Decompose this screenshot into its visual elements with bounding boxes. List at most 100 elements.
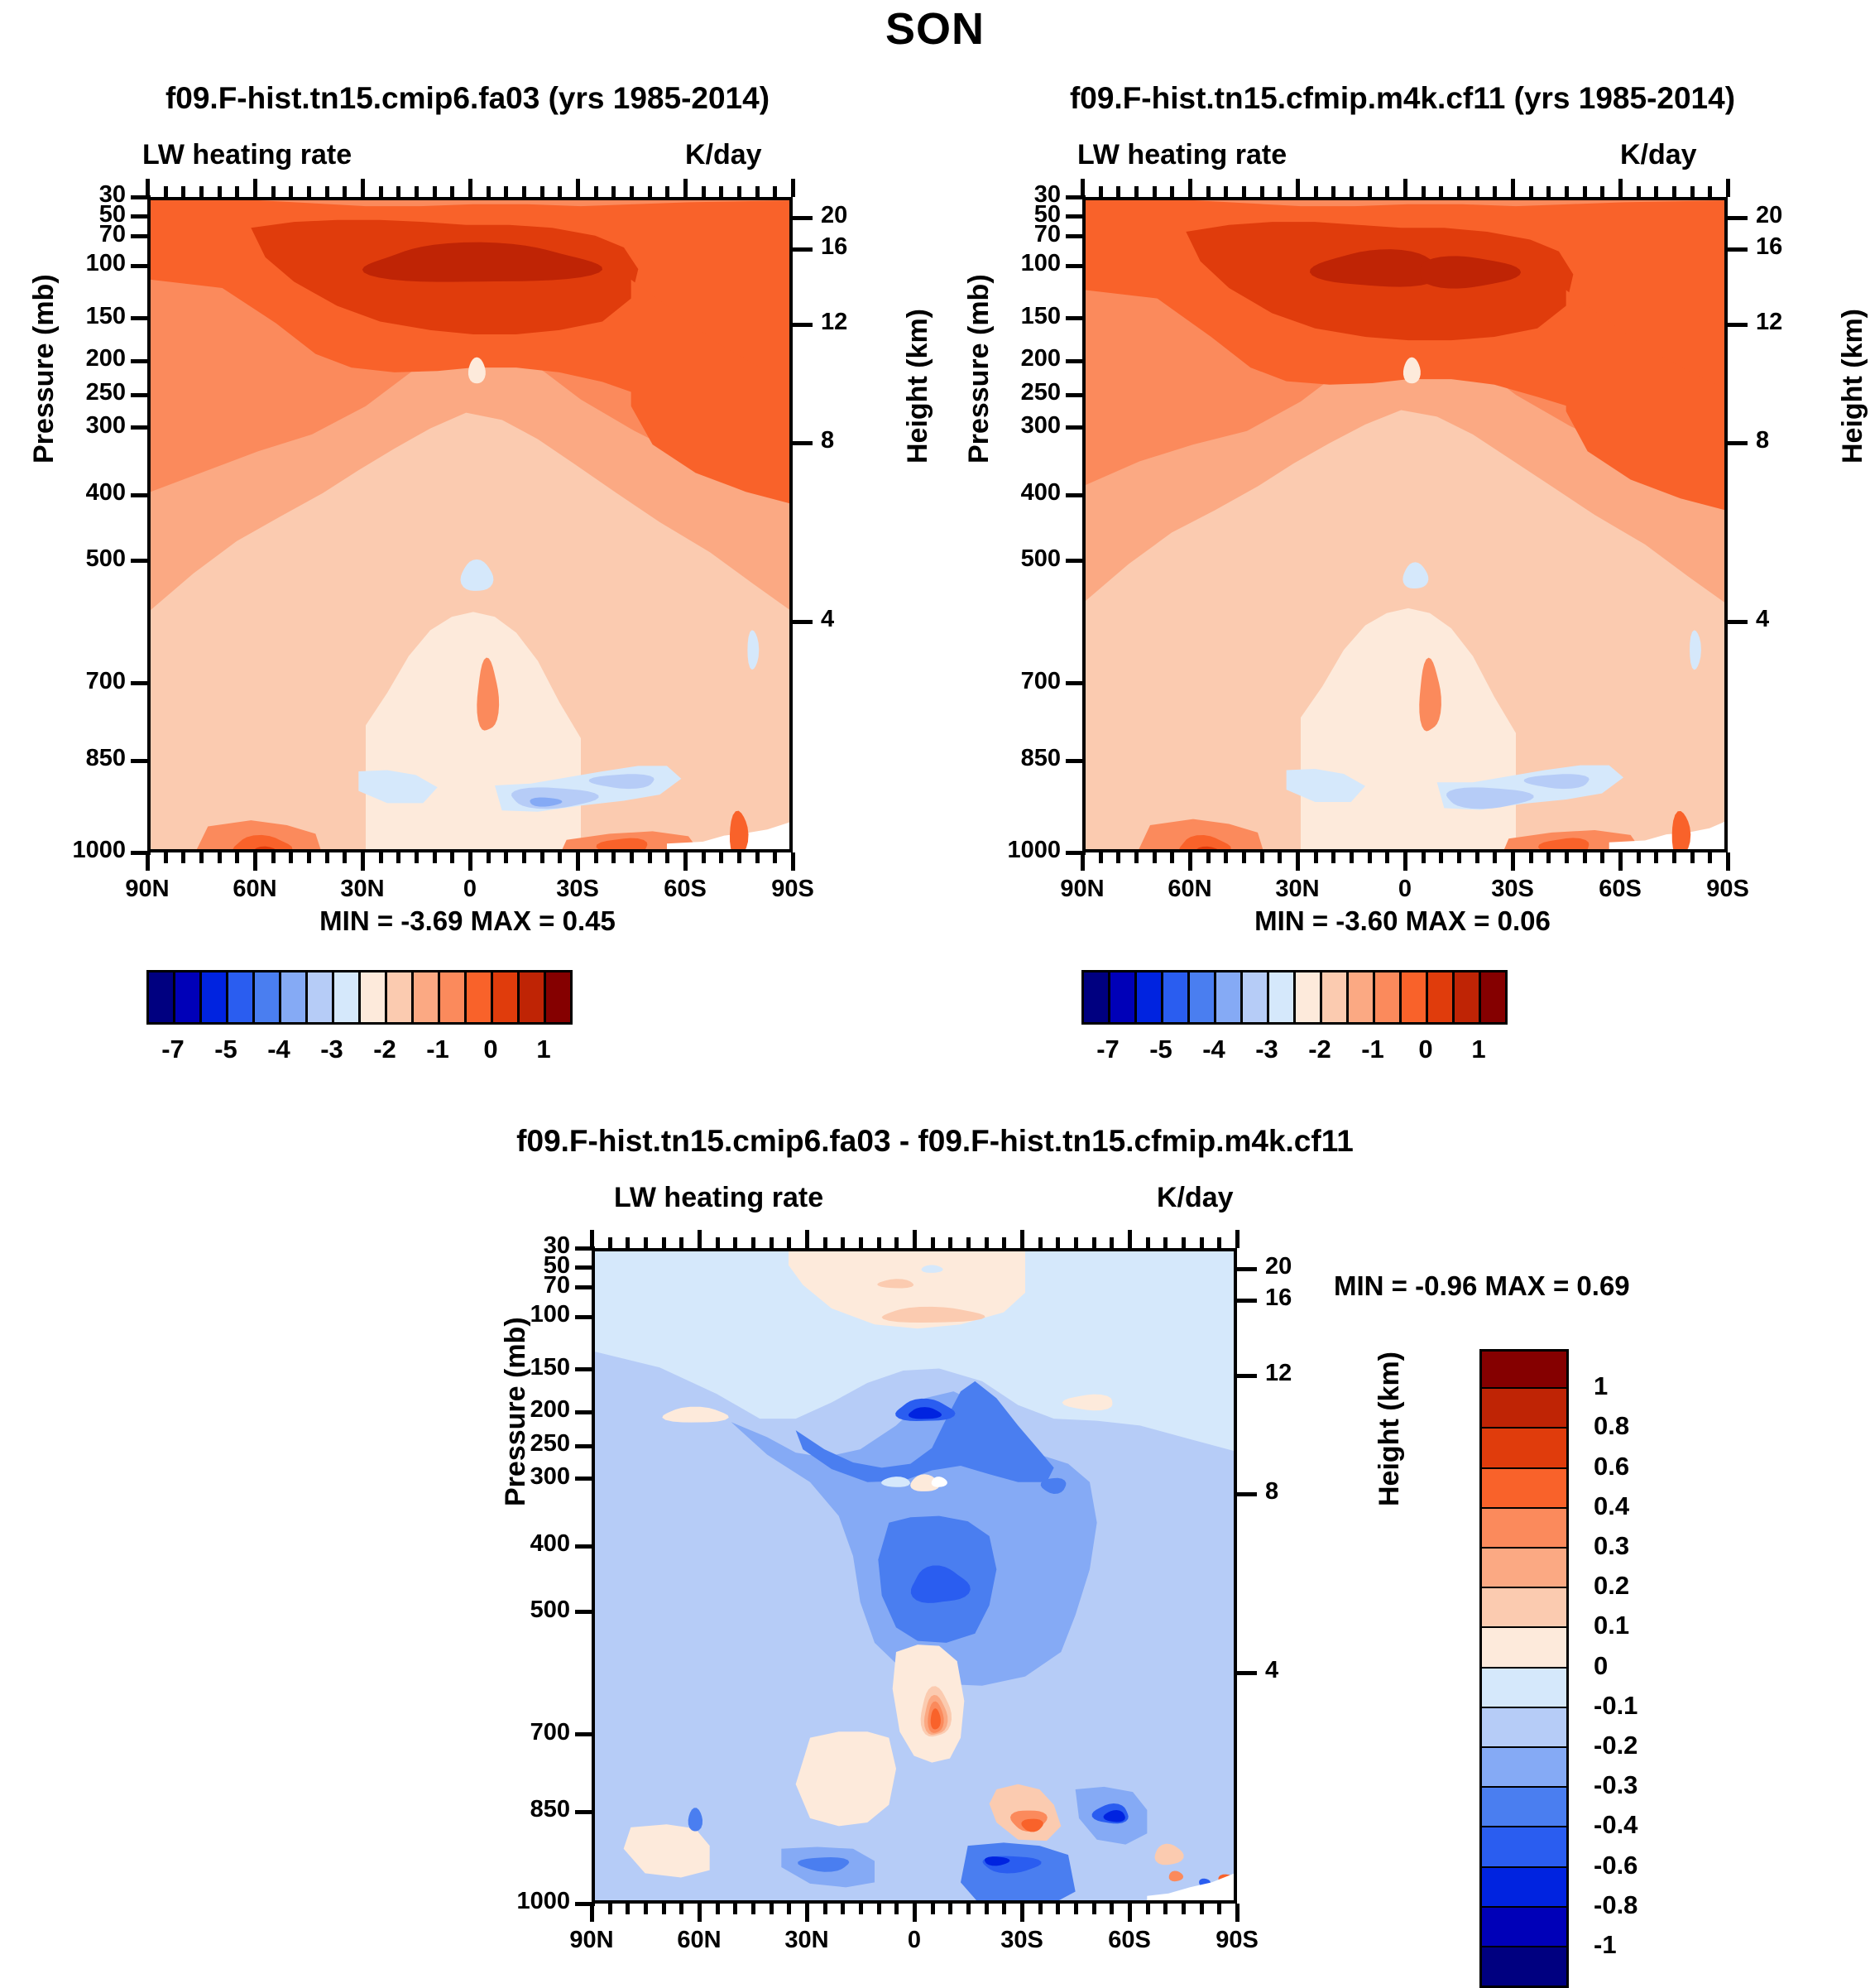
axis-minor-tick <box>307 186 311 197</box>
axis-minor-tick <box>1242 186 1246 197</box>
colorbar-cell <box>252 970 281 1025</box>
axis-minor-tick <box>1098 852 1103 863</box>
axis-minor-tick <box>343 852 348 863</box>
axis-minor-tick <box>930 1237 935 1248</box>
colorbar-cell <box>173 970 202 1025</box>
axis-minor-tick <box>769 1237 774 1248</box>
axis-minor-tick <box>1110 1904 1115 1914</box>
colorbar-tick-label: -2 <box>1308 1035 1331 1064</box>
pressure-tick <box>1066 392 1086 397</box>
axis-minor-tick <box>1672 852 1676 863</box>
pressure-tick-label: 300 <box>85 411 126 439</box>
colorbar-cell <box>1346 970 1375 1025</box>
pressure-tick-label: 850 <box>530 1796 570 1823</box>
pressure-tick <box>131 681 151 686</box>
axis-major-tick <box>683 179 688 197</box>
colorbar-cell <box>1479 1588 1569 1630</box>
pressure-tick <box>575 1285 595 1290</box>
height-tick-label: 16 <box>821 233 848 261</box>
axis-minor-tick <box>630 852 634 863</box>
colorbar-tick-label: 0 <box>1418 1035 1433 1064</box>
axis-minor-tick <box>1528 852 1533 863</box>
axis-major-tick <box>468 852 472 871</box>
axis-minor-tick <box>647 852 652 863</box>
axis-minor-tick <box>1170 186 1175 197</box>
axis-minor-tick <box>1565 186 1569 197</box>
pressure-tick-label: 150 <box>530 1353 570 1381</box>
pressure-tick <box>131 234 151 239</box>
latitude-tick-label: 60S <box>664 876 707 902</box>
diff-surface-cold-sh-deep <box>984 1856 1010 1866</box>
axis-minor-tick <box>1098 186 1103 197</box>
axis-minor-tick <box>1350 186 1354 197</box>
latitude-tick-label: 90S <box>1216 1927 1259 1953</box>
axis-minor-tick <box>450 852 455 863</box>
pressure-tick-label: 250 <box>530 1430 570 1457</box>
colorbar-cell <box>1479 1748 1569 1789</box>
pressure-tick <box>575 1367 595 1372</box>
axis-major-tick <box>361 179 365 197</box>
axis-minor-tick <box>1206 186 1211 197</box>
axis-minor-tick <box>822 1904 827 1914</box>
pressure-tick <box>1066 850 1086 855</box>
axis-minor-tick <box>1421 186 1426 197</box>
axis-minor-tick <box>558 186 563 197</box>
axis-minor-tick <box>1457 852 1461 863</box>
axis-minor-tick <box>1439 186 1444 197</box>
axis-minor-tick <box>1199 1237 1204 1248</box>
pressure-tick-label: 50 <box>98 200 126 228</box>
axis-minor-tick <box>679 1237 684 1248</box>
axis-minor-tick <box>930 1904 935 1914</box>
contour-core-dark-red-a <box>1309 249 1442 287</box>
colorbar-cell <box>438 970 467 1025</box>
axis-major-tick <box>1511 852 1515 871</box>
contour-band-south-cooling <box>631 279 789 504</box>
axis-minor-tick <box>773 186 778 197</box>
axis-minor-tick <box>1217 1237 1222 1248</box>
axis-major-tick <box>1726 179 1730 197</box>
height-tick-label: 16 <box>1265 1285 1292 1312</box>
pressure-tick-label: 70 <box>1033 220 1061 247</box>
axis-minor-tick <box>1654 852 1659 863</box>
axis-major-tick <box>791 852 795 871</box>
axis-major-tick <box>1296 852 1300 871</box>
axis-minor-tick <box>626 1904 631 1914</box>
colorbar-cell <box>305 970 334 1025</box>
axis-minor-tick <box>1163 1237 1168 1248</box>
height-tick <box>791 440 813 445</box>
axis-major-tick <box>253 179 257 197</box>
panel-diff-var-label: LW heating rate <box>614 1182 824 1213</box>
axis-minor-tick <box>1636 852 1641 863</box>
pressure-tick <box>1066 316 1086 321</box>
pressure-tick-label: 100 <box>530 1301 570 1328</box>
axis-minor-tick <box>1278 186 1283 197</box>
axis-minor-tick <box>378 186 383 197</box>
latitude-tick-label: 0 <box>1398 876 1412 902</box>
axis-minor-tick <box>665 186 670 197</box>
height-tick <box>1235 1491 1257 1496</box>
axis-minor-tick <box>715 1237 720 1248</box>
pressure-tick <box>1066 492 1086 497</box>
colorbar-tick-label: -0.6 <box>1594 1850 1638 1880</box>
contour-core-low-blue <box>1446 787 1534 809</box>
pressure-tick-label: 150 <box>85 302 126 329</box>
axis-minor-tick <box>1493 186 1498 197</box>
axis-minor-tick <box>1385 186 1390 197</box>
panel-right-plot <box>1082 197 1728 852</box>
latitude-tick-label: 30S <box>1491 876 1534 902</box>
pressure-tick <box>575 1809 595 1814</box>
panel-left-contours <box>151 200 789 849</box>
colorbar-cell <box>1134 970 1163 1025</box>
colorbar-tick-label: 0.8 <box>1594 1411 1630 1441</box>
axis-minor-tick <box>737 186 741 197</box>
colorbar-cell <box>1187 970 1216 1025</box>
panel-diff-title: f09.F-hist.tn15.cmip6.fa03 - f09.F-hist.… <box>516 1124 1354 1158</box>
height-tick <box>1726 619 1748 624</box>
axis-major-tick <box>1403 179 1407 197</box>
colorbar-cell <box>1108 970 1137 1025</box>
colorbar-cell <box>1426 970 1455 1025</box>
diff-speck-cold-arctic <box>688 1808 703 1832</box>
pressure-tick <box>131 559 151 564</box>
axis-minor-tick <box>984 1237 989 1248</box>
axis-major-tick <box>1726 852 1730 871</box>
